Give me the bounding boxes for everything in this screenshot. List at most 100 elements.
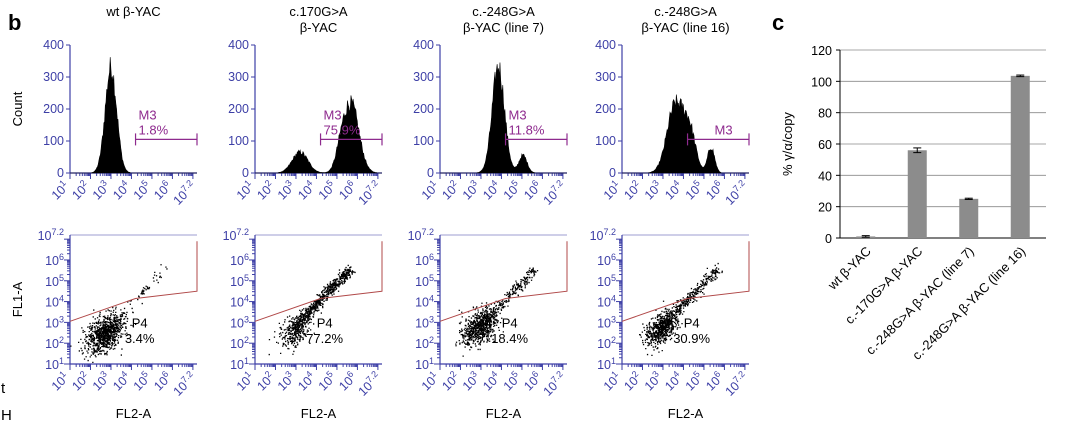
x-tick-label: 107.2: [354, 369, 384, 399]
gate-percent: 1.8%: [139, 122, 169, 137]
y-tick-label: 200: [413, 102, 434, 116]
y-tick-label: 100: [228, 134, 249, 148]
x-tick-label: 101: [417, 178, 442, 203]
y-tick-label: 300: [43, 70, 64, 84]
x-tick-label: 105: [499, 178, 524, 203]
x-tick-label: 103: [458, 369, 483, 394]
y-tick-label: 107.2: [590, 227, 616, 243]
y-tick-label: 106: [597, 252, 616, 268]
x-tick-label: 105: [314, 369, 339, 394]
x-tick-label: 105: [681, 369, 706, 394]
y-tick-label: 0: [427, 166, 434, 180]
x-tick-label: 103: [88, 369, 113, 394]
y-tick-label: 200: [228, 102, 249, 116]
y-axis-label: FL1-A: [10, 281, 25, 317]
histogram-title: c.-248G>A: [654, 4, 717, 19]
y-tick-label: 107.2: [408, 227, 434, 243]
y-tick-label: 120: [811, 44, 832, 58]
y-tick-label: 400: [43, 38, 64, 52]
y-tick-label: 300: [228, 70, 249, 84]
y-tick-label: 200: [43, 102, 64, 116]
y-tick-label: 104: [415, 294, 434, 310]
gate-percent: 18.4%: [491, 331, 528, 346]
y-tick-label: 105: [415, 273, 434, 289]
x-tick-label: 106: [335, 369, 360, 394]
x-tick-label: 103: [273, 369, 298, 394]
x-tick-label: 101: [47, 178, 72, 203]
y-tick-label: 107.2: [223, 227, 249, 243]
x-tick-label: 101: [232, 178, 257, 203]
gate-name: M3: [715, 122, 733, 137]
y-tick-label: 101: [45, 356, 64, 372]
x-tick-label: 106: [150, 178, 175, 203]
histogram-title: β-YAC (line 7): [463, 20, 544, 35]
x-tick-label: 101: [599, 178, 624, 203]
x-tick-label: 103: [458, 178, 483, 203]
stray-letter-h: H: [1, 407, 12, 424]
scatter-points: [455, 267, 539, 357]
histogram-title: c.-248G>A: [472, 4, 535, 19]
gate-percent: 75.9%: [324, 122, 361, 137]
x-tick-label: 101: [47, 369, 72, 394]
gate-polygon: [439, 241, 568, 322]
x-tick-label: 107.2: [539, 178, 569, 208]
x-tick-label: 102: [68, 369, 93, 394]
y-tick-label: 102: [45, 335, 64, 351]
y-tick-label: 105: [597, 273, 616, 289]
y-tick-label: 106: [230, 252, 249, 268]
gate-name: M3: [324, 107, 342, 122]
y-tick-label: 100: [43, 134, 64, 148]
y-axis-label: Count: [10, 91, 25, 126]
y-tick-label: 103: [597, 314, 616, 330]
x-tick-label: 102: [68, 178, 93, 203]
gate-polygon: [254, 241, 383, 322]
x-tick-label: 101: [599, 369, 624, 394]
gate-percent: 77.2%: [306, 331, 343, 346]
histogram-area: [70, 57, 197, 174]
stray-letter-t: t: [1, 380, 6, 397]
histogram-area: [622, 94, 749, 174]
x-axis-label: FL2-A: [301, 406, 337, 421]
gate-percent: 11.8%: [509, 122, 545, 137]
scatter-points: [70, 264, 168, 363]
y-tick-label: 102: [597, 335, 616, 351]
x-tick-label: 102: [620, 369, 645, 394]
x-tick-label: 104: [479, 369, 504, 394]
x-tick-label: 106: [520, 178, 545, 203]
x-tick-label: 105: [499, 369, 524, 394]
x-tick-label: 103: [640, 369, 665, 394]
y-tick-label: 103: [230, 314, 249, 330]
x-tick-label: 106: [335, 178, 360, 203]
y-tick-label: 105: [45, 273, 64, 289]
x-tick-label: 107.2: [539, 369, 569, 399]
y-tick-label: 101: [230, 356, 249, 372]
x-tick-label: 101: [232, 369, 257, 394]
y-tick-label: 400: [595, 38, 616, 52]
x-tick-label: 104: [479, 178, 504, 203]
x-tick-label: 107.2: [169, 369, 199, 399]
gate-name: M3: [509, 107, 527, 122]
x-tick-label: 105: [129, 369, 154, 394]
x-tick-label: 105: [314, 178, 339, 203]
gate-name: P4: [317, 316, 333, 331]
y-tick-label: 101: [597, 356, 616, 372]
gate-polygon: [621, 241, 750, 322]
histogram-panel: c.-248G>Aβ-YAC (line 16) 400 300 200 100 0101…: [595, 4, 750, 208]
y-tick-label: 106: [45, 252, 64, 268]
gate-name: P4: [132, 316, 148, 331]
y-tick-label: 20: [818, 201, 832, 215]
y-tick-label: 400: [228, 38, 249, 52]
y-tick-label: 103: [45, 314, 64, 330]
x-tick-label: 107.2: [721, 369, 751, 399]
panel-c-label: c: [772, 10, 784, 35]
bar: [959, 198, 979, 238]
histogram-title: β-YAC (line 16): [641, 20, 729, 35]
x-tick-label: 102: [438, 178, 463, 203]
